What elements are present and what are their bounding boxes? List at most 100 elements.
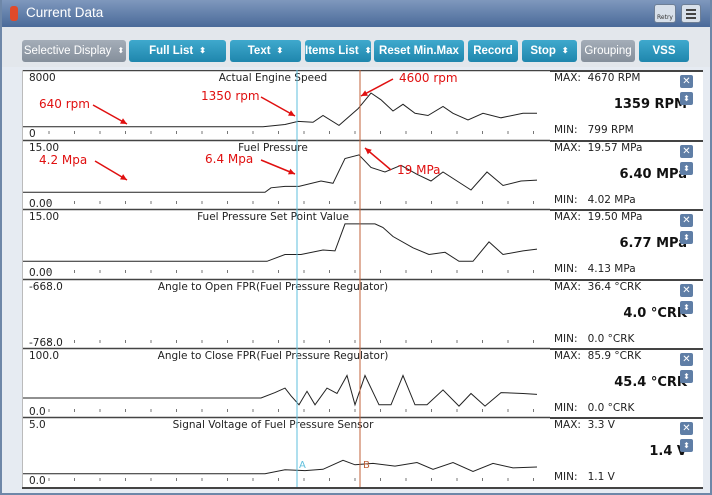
current-value: 6.40 MPa — [619, 167, 688, 182]
dropdown-arrow-icon: ⬍ — [561, 46, 569, 55]
app-icon — [10, 6, 18, 21]
toolbar-button-selective-display[interactable]: Selective Display ⬍ — [22, 40, 126, 62]
reorder-icon[interactable]: ⬍ — [680, 162, 693, 175]
max-value: MAX: 85.9 °CRK — [554, 350, 642, 362]
channel-name-label: Signal Voltage of Fuel Pressure Sensor — [173, 419, 374, 431]
annotation-arrowhead — [365, 148, 372, 155]
min-value: MIN: 4.02 MPa — [554, 194, 636, 206]
channel-name-label: Angle to Close FPR(Fuel Pressure Regulat… — [158, 350, 389, 362]
current-value: 1359 RPM — [613, 97, 687, 112]
signal-trace — [23, 459, 538, 475]
annotation-label: 1350 rpm — [201, 89, 260, 103]
toolbar-button-label: Reset Min.Max — [379, 45, 459, 57]
annotation-label: 6.4 Mpa — [205, 152, 253, 166]
max-value: MAX: 19.50 MPa — [554, 211, 643, 223]
dropdown-arrow-icon: ⬍ — [199, 46, 206, 55]
toolbar-button-full-list[interactable]: Full List ⬍ — [129, 40, 226, 62]
toolbar-button-grouping[interactable]: Grouping — [581, 40, 635, 62]
max-value: MAX: 19.57 MPa — [554, 142, 643, 154]
channel-name-label: Fuel Pressure Set Point Value — [197, 211, 349, 223]
close-icon[interactable]: ✕ — [680, 214, 693, 227]
annotation-label: 4.2 Mpa — [39, 153, 87, 167]
close-icon[interactable]: ✕ — [680, 284, 693, 297]
toolbar-button-label: VSS — [652, 45, 676, 57]
toolbar-button-vss[interactable]: VSS — [639, 40, 689, 62]
annotation-arrow-line — [92, 104, 128, 125]
max-value: MAX: 36.4 °CRK — [554, 281, 642, 293]
toolbar-button-items-list[interactable]: Items List ⬍ — [305, 40, 371, 62]
reorder-icon[interactable]: ⬍ — [680, 92, 693, 105]
value-panel: MAX: 3.3 V 1.4 V MIN: 1.1 V ✕ ⬍ — [550, 417, 703, 486]
window-title: Current Data — [26, 5, 104, 20]
channel-name-label: Fuel Pressure — [238, 142, 308, 154]
toolbar-button-label: Stop — [530, 45, 556, 57]
dropdown-arrow-icon: ⬍ — [117, 46, 125, 55]
retry-button[interactable]: Retry — [654, 4, 676, 23]
signal-trace — [23, 154, 538, 193]
bottom-divider — [22, 487, 703, 489]
max-value: MAX: 3.3 V — [554, 419, 615, 431]
value-panel: MAX: 19.57 MPa 6.40 MPa MIN: 4.02 MPa ✕ ⬍ — [550, 140, 703, 209]
signal-trace — [23, 223, 538, 262]
toolbar-button-label: Selective Display — [23, 45, 112, 57]
y-axis-max-label: 15.00 — [29, 142, 59, 154]
reorder-icon[interactable]: ⬍ — [680, 439, 693, 452]
max-value: MAX: 4670 RPM — [554, 72, 641, 84]
y-axis-max-label: 100.0 — [29, 350, 59, 362]
toolbar-button-stop[interactable]: Stop ⬍ — [522, 40, 577, 62]
toolbar-button-reset-min-max[interactable]: Reset Min.Max — [374, 40, 464, 62]
channel-name-label: Actual Engine Speed — [219, 72, 327, 84]
y-axis-max-label: 5.0 — [29, 419, 46, 431]
annotation-arrowhead — [120, 118, 127, 124]
graph-area: 8000 0 Actual Engine Speed 15.00 0.00 Fuel Pr… — [22, 70, 551, 488]
dropdown-arrow-icon: ⬍ — [364, 46, 371, 55]
reorder-icon[interactable]: ⬍ — [680, 301, 693, 314]
annotation-label: 640 rpm — [39, 97, 90, 111]
min-value: MIN: 1.1 V — [554, 471, 615, 483]
min-value: MIN: 799 RPM — [554, 124, 634, 136]
min-value: MIN: 0.0 °CRK — [554, 333, 635, 345]
y-axis-max-label: -668.0 — [29, 281, 63, 293]
y-axis-min-label: -768.0 — [29, 337, 63, 349]
min-value: MIN: 0.0 °CRK — [554, 402, 635, 414]
current-value: 6.77 MPa — [619, 236, 688, 251]
cursor-a-label: A — [299, 460, 306, 471]
toolbar: Selective Display ⬍ Full List ⬍ Text ⬍ Items L… — [2, 27, 710, 67]
reorder-icon[interactable]: ⬍ — [680, 231, 693, 244]
toolbar-button-record[interactable]: Record — [468, 40, 518, 62]
annotation-arrowhead — [288, 168, 295, 175]
y-axis-min-label: 0.00 — [29, 198, 52, 210]
value-panel: MAX: 4670 RPM 1359 RPM MIN: 799 RPM ✕ ⬍ — [550, 70, 703, 139]
toolbar-button-label: Items List — [305, 45, 359, 57]
y-axis-min-label: 0.0 — [29, 475, 46, 487]
current-value: 1.4 V — [649, 444, 687, 459]
toolbar-button-text[interactable]: Text ⬍ — [230, 40, 301, 62]
value-panel: MAX: 85.9 °CRK 45.4 °CRK MIN: 0.0 °CRK ✕ ⬍ — [550, 348, 703, 417]
close-icon[interactable]: ✕ — [680, 353, 693, 366]
current-value: 45.4 °CRK — [614, 375, 687, 390]
min-value: MIN: 4.13 MPa — [554, 263, 636, 275]
annotation-label: 19 MPa — [397, 163, 441, 177]
annotation-label: 4600 rpm — [399, 71, 458, 85]
close-icon[interactable]: ✕ — [680, 422, 693, 435]
signal-trace — [23, 92, 537, 128]
dropdown-arrow-icon: ⬍ — [276, 46, 284, 55]
y-axis-min-label: 0 — [29, 128, 36, 140]
menu-icon[interactable] — [681, 4, 701, 23]
y-axis-min-label: 0.0 — [29, 406, 46, 418]
toolbar-button-label: Full List — [149, 45, 194, 57]
channel-name-label: Angle to Open FPR(Fuel Pressure Regulato… — [158, 281, 388, 293]
close-icon[interactable]: ✕ — [680, 75, 693, 88]
y-axis-min-label: 0.00 — [29, 267, 52, 279]
current-value: 4.0 °CRK — [623, 306, 687, 321]
close-icon[interactable]: ✕ — [680, 145, 693, 158]
annotation-arrowhead — [288, 110, 295, 116]
toolbar-button-label: Grouping — [584, 45, 632, 57]
reorder-icon[interactable]: ⬍ — [680, 370, 693, 383]
title-bar: Current Data Retry — [2, 0, 710, 27]
toolbar-button-label: Text — [247, 45, 271, 57]
annotation-arrowhead — [120, 174, 127, 180]
annotation-arrowhead — [361, 90, 368, 96]
